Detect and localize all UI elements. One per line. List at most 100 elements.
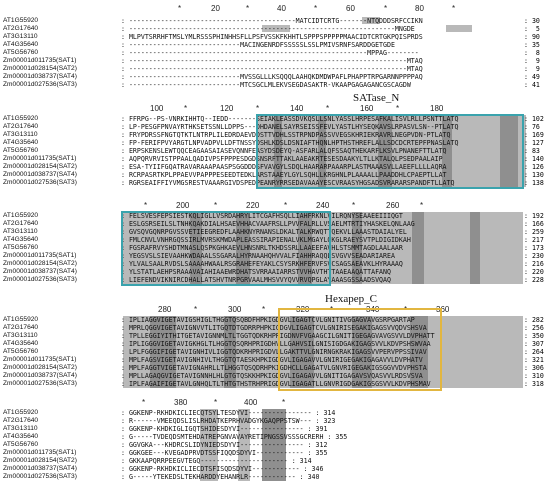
- sequence-residues: : FRYPDRSSFNGTQTKTLNTRPLILEDRDAEVDDSTTVD…: [121, 131, 451, 139]
- sequence-name: AT1G55920: [3, 17, 39, 24]
- ruler-tick: 100: [150, 104, 164, 113]
- sequence-residues: : MPLLAGAQGVIGETAVIGNNHLHLGTGTQSKKHPKIGD…: [121, 372, 423, 380]
- sequence-residues: : --------------------------------------…: [121, 25, 415, 33]
- seq-row: Zm00001d028154(SAT2) : MPLFAGGTVIGETAVIG…: [0, 364, 550, 372]
- sequence-name: AT3G13110: [3, 131, 38, 138]
- sequence-name: AT4G35640: [3, 433, 39, 440]
- seq-row: AT3G13110 : TPLLEGGIYITHITGETAVIGNNMLTLT…: [0, 332, 550, 340]
- position-number: : 138: [524, 179, 544, 187]
- seq-row: AT2G17640 : ----------------------------…: [0, 25, 550, 33]
- seq-row: Zm00001d027536(SAT3) : RGRSEAIFFIYVMGSRE…: [0, 179, 550, 187]
- position-number: : 217: [524, 236, 544, 244]
- sequence-residues: : AQPQRVRVISTPPAALQADIVPSFPPPESDGDSNSRFT…: [121, 155, 443, 163]
- sequence-residues: : --------------------------------------…: [121, 57, 423, 65]
- sequence-name: AT5G56760: [3, 49, 39, 56]
- seq-row: Zm00001d011735(SAT1) : AQPQRVRVISTPPAALQ…: [0, 155, 550, 163]
- sequence-name: AT2G17640: [3, 324, 39, 331]
- seq-row: AT3G13110 : MLPVTSRRHFTMSLYMLRSSSPHINHHS…: [0, 33, 550, 41]
- alignment-block-4: 280 * 300 * 320 * 340 * 360 AT1G55920 : …: [0, 305, 550, 393]
- ruler-tick: *: [144, 201, 148, 210]
- position-number: : 35: [524, 41, 540, 49]
- seq-row: AT5G56760 : ----------------------------…: [0, 49, 550, 57]
- position-number: : 282: [524, 316, 544, 324]
- sequence-name: AT5G56760: [3, 147, 39, 154]
- seq-row: AT4G35640 : G-----TVDEQDSMTEHDATREPGNVAV…: [0, 433, 550, 441]
- position-number: : 220: [524, 268, 544, 276]
- sequence-name: Zm00001d028154(SAT2): [3, 364, 77, 371]
- ruler-tick: *: [282, 398, 286, 407]
- seq-row: Zm00001d027536(SAT3) : IPLFAGAIFIGETAVLG…: [0, 380, 550, 388]
- position-number: : 230: [524, 252, 544, 260]
- ruler-tick: *: [284, 201, 288, 210]
- position-number: : 5: [524, 25, 540, 33]
- hexapep-c-domain-box: [278, 308, 442, 391]
- position-number: : 90: [524, 33, 540, 41]
- sequence-residues: : RGRSEAIFFIYVMGSRESTVAAARGIVDSPEDPEANRY…: [121, 179, 455, 187]
- ruler-tick: *: [214, 398, 218, 407]
- position-number: : 307: [524, 340, 544, 348]
- ruler-tick: *: [314, 4, 318, 13]
- sequence-name: Zm00001d027536(SAT3): [3, 179, 77, 186]
- hexapep-c-label: Hexapep_C: [325, 293, 377, 305]
- position-number: : 41: [524, 81, 540, 89]
- seq-row: Zm00001d028154(SAT2) : ESA-TYIIFGQATRAVA…: [0, 163, 550, 171]
- sequence-residues: : GGVGKA---KHDRCSLIDYNIEDSDYVI----------…: [121, 441, 328, 449]
- position-number: : 102: [524, 115, 544, 123]
- position-number: : 259: [524, 228, 544, 236]
- sequence-residues: : ----------------------------MACINGENRD…: [121, 41, 395, 49]
- ruler-tick: 60: [346, 4, 355, 13]
- alignment-block-1: * 20 * 40 * 60 * 80 * AT1G55920 : ------…: [0, 4, 550, 89]
- seq-row: AT1G55920 : GGKENP-RKHDKICLIECQTSYLTESDY…: [0, 409, 550, 417]
- ruler-tick: 400: [244, 398, 258, 407]
- sequence-name: Zm00001d038737(SAT4): [3, 73, 77, 80]
- seq-row: Zm00001d027536(SAT3) : G-----YTEKEDSLTEK…: [0, 473, 550, 481]
- position-number: : 216: [524, 260, 544, 268]
- seq-row: AT2G17640 : MPRLQGGVIGETAVIGNVVTLITGQTDT…: [0, 324, 550, 332]
- sequence-name: AT3G13110: [3, 425, 38, 432]
- sequence-residues: : --------------------------------------…: [121, 65, 423, 73]
- alignment-block-3: * 200 * 220 * 240 * 260 * AT1G55920 : FE…: [0, 201, 550, 289]
- ruler-5: * 380 * 400 *: [0, 398, 550, 410]
- sequence-name: Zm00001d028154(SAT2): [3, 457, 77, 464]
- ruler-1: * 20 * 40 * 60 * 80 *: [0, 4, 550, 16]
- ruler-tick: *: [214, 201, 218, 210]
- position-number: : 140: [524, 155, 544, 163]
- sequence-name: Zm00001d011735(SAT1): [3, 252, 77, 259]
- sequence-residues: : MLPVTSRRHFTMSLYMLRSSSPHINHHSFLLPSFVSSK…: [121, 33, 423, 41]
- seq-row: AT2G17640 : R------VMEEQDSLISLRHDATKEPRH…: [0, 417, 550, 425]
- sequence-name: Zm00001d011735(SAT1): [3, 356, 77, 363]
- ruler-tick: 160: [360, 104, 374, 113]
- sequence-name: AT4G35640: [3, 340, 39, 347]
- seq-row: Zm00001d038737(SAT4) : GGKENP-RKHDKICLIE…: [0, 465, 550, 473]
- sequence-residues: : ESA-TYIIFGQATRAVARAAAPAASPSGGDDDSFVAVG…: [121, 163, 447, 171]
- sequence-residues: : TPLLEGGIYITHITGETAVIGNNMLTLTGGTQDKRHPR…: [121, 332, 435, 340]
- position-number: : 9: [524, 65, 540, 73]
- seq-row: AT1G55920 : ----------------------------…: [0, 17, 550, 25]
- sequence-name: AT4G35640: [3, 139, 39, 146]
- sequence-residues: : GKKAAPQRRPEEGVTEGQ--------------------…: [121, 457, 312, 465]
- sequence-residues: : MPLFAGGTVIGETAVIGNAHRLLTLHGGTQSQDRHPKI…: [121, 364, 427, 372]
- sequence-residues: : GGKGEE---KVEGADPRVDTSSFIQQDSDYVI------…: [121, 449, 328, 457]
- sequence-name: AT3G13110: [3, 332, 38, 339]
- position-number: : 30: [524, 17, 540, 25]
- position-number: : 49: [524, 73, 540, 81]
- sequence-name: Zm00001d011735(SAT1): [3, 155, 77, 162]
- sequence-name: AT1G55920: [3, 316, 39, 323]
- sequence-name: Zm00001d038737(SAT4): [3, 465, 77, 472]
- seq-row: Zm00001d011735(SAT1) : GGKGEE---KVEGADPR…: [0, 449, 550, 457]
- position-number: : 166: [524, 220, 544, 228]
- seq-row: Zm00001d038737(SAT4) : MPLLAGAQGVIGETAVI…: [0, 372, 550, 380]
- sequence-residues: : ----------------------------MTCSGCLMLE…: [121, 81, 411, 89]
- ruler-tick: *: [262, 305, 266, 314]
- ruler-tick: 380: [174, 398, 188, 407]
- sequence-residues: : FP-FERIFPVYARGTLNPVADPVLLDFTNSSYDSHLKD…: [121, 139, 459, 147]
- alignment-block-2: 100 * 120 * 140 * 160 * 180 AT1G55920 : …: [0, 104, 550, 192]
- sequence-residues: : --------------------------------------…: [121, 49, 419, 57]
- ruler-tick: 360: [436, 305, 450, 314]
- sequence-residues: : LP-PESGFPNVAYRTHKSETSSNLLDPPS---DHDANE…: [121, 123, 459, 131]
- position-number: : 130: [524, 171, 544, 179]
- position-number: : 228: [524, 276, 544, 284]
- position-number: : 127: [524, 139, 544, 147]
- sequence-name: Zm00001d027536(SAT3): [3, 81, 77, 88]
- sequence-name: Zm00001d011735(SAT1): [3, 449, 77, 456]
